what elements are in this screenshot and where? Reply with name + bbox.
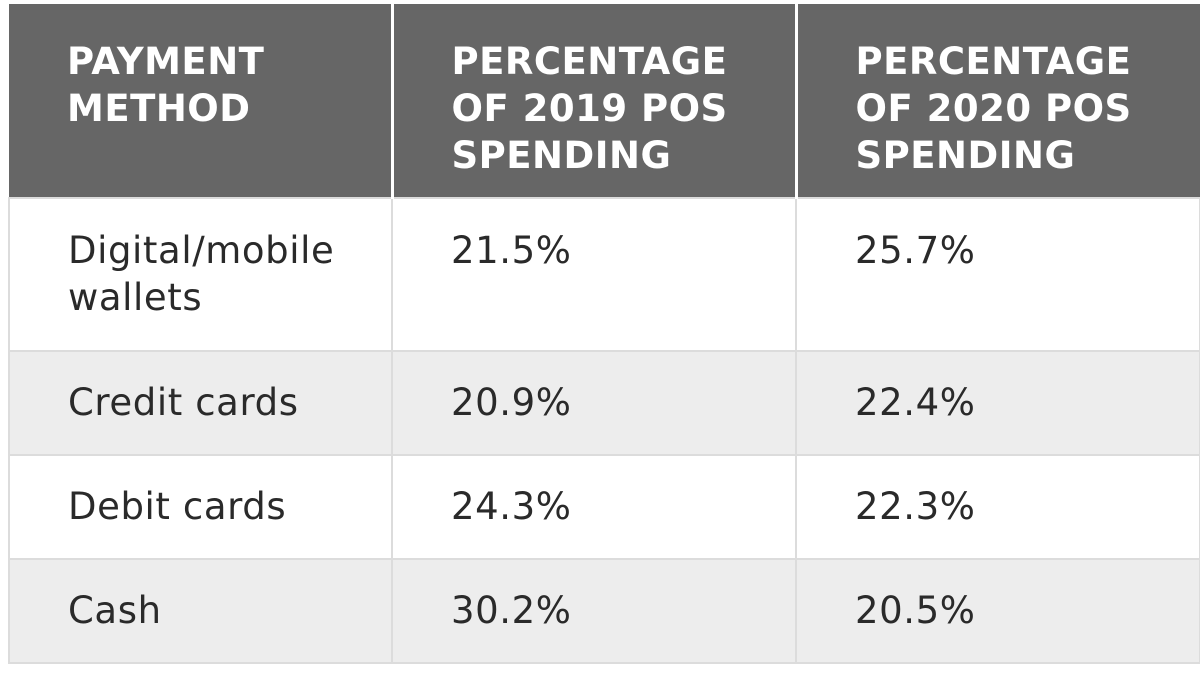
percentage-2019-cell: 20.9% <box>391 350 797 456</box>
percentage-2020-cell: 22.3% <box>795 454 1200 560</box>
table-row: Cash 30.2% 20.5% <box>8 558 1200 664</box>
percentage-2020-cell: 20.5% <box>795 558 1200 664</box>
header-payment-method: PAYMENT METHOD <box>9 4 394 198</box>
percentage-2020-cell: 22.4% <box>795 350 1200 456</box>
pos-spending-table: PAYMENT METHOD PERCENTAGE OF 2019 POS SP… <box>8 4 1200 664</box>
pos-spending-table-container: PAYMENT METHOD PERCENTAGE OF 2019 POS SP… <box>8 4 1200 664</box>
percentage-2019-cell: 24.3% <box>391 454 797 560</box>
table-header: PAYMENT METHOD PERCENTAGE OF 2019 POS SP… <box>9 4 1200 198</box>
percentage-2019-cell: 30.2% <box>391 558 797 664</box>
table-body: Digital/mobile wallets 21.5% 25.7% Credi… <box>8 197 1200 664</box>
header-2019-percentage: PERCENTAGE OF 2019 POS SPENDING <box>390 4 798 198</box>
header-2020-percentage: PERCENTAGE OF 2020 POS SPENDING <box>794 4 1200 198</box>
percentage-2020-cell: 25.7% <box>795 197 1200 352</box>
payment-method-cell: Credit cards <box>8 350 393 456</box>
payment-method-cell: Cash <box>8 558 393 664</box>
table-row: Credit cards 20.9% 22.4% <box>8 350 1200 456</box>
payment-method-cell: Debit cards <box>8 454 393 560</box>
table-row: Debit cards 24.3% 22.3% <box>8 454 1200 560</box>
percentage-2019-cell: 21.5% <box>391 197 797 352</box>
header-row: PAYMENT METHOD PERCENTAGE OF 2019 POS SP… <box>9 4 1200 198</box>
table-row: Digital/mobile wallets 21.5% 25.7% <box>8 197 1200 352</box>
payment-method-cell: Digital/mobile wallets <box>8 197 393 352</box>
